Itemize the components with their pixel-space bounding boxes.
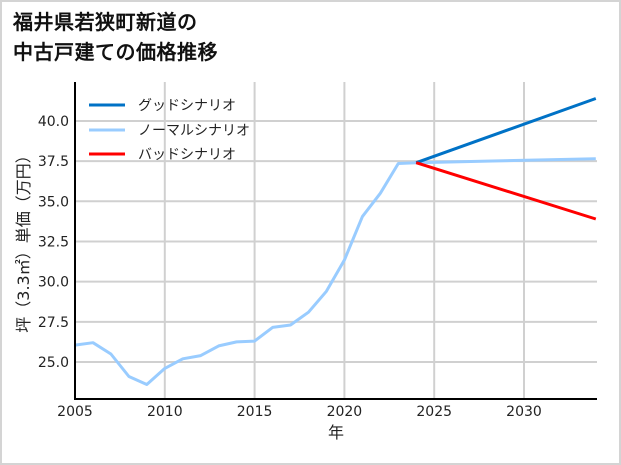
data-series [74, 97, 597, 386]
legend-item: ノーマルシナリオ [89, 123, 250, 139]
y-tick-label: 30.0 [38, 275, 69, 291]
grid-lines [75, 82, 597, 399]
chart-title: 福井県若狭町新道の 中古戸建ての価格推移 [13, 7, 218, 67]
series-line-0 [415, 97, 597, 165]
legend-item: グッドシナリオ [89, 98, 236, 114]
axes [74, 82, 597, 400]
y-tick-label: 40.0 [38, 114, 69, 130]
x-tick-label: 2030 [506, 404, 542, 420]
legend-item: バッドシナリオ [89, 147, 236, 163]
y-axis-label: 坪（3.3㎡）単価（万円） [14, 147, 33, 332]
x-tick-label: 2005 [57, 404, 93, 420]
x-axis-ticks: 2005 2010 2015 2020 2025 2030 [57, 404, 542, 420]
series-line-2 [415, 161, 597, 221]
legend-label: バッドシナリオ [138, 147, 236, 163]
legend-label: ノーマルシナリオ [138, 123, 250, 139]
y-tick-label: 32.5 [38, 234, 69, 250]
y-tick-label: 37.5 [38, 154, 69, 170]
title-line-1: 福井県若狭町新道の [13, 10, 198, 34]
y-axis-ticks: 25.0 27.5 30.0 32.5 35.0 37.5 40.0 [38, 114, 69, 371]
y-tick-label: 35.0 [38, 194, 69, 210]
x-tick-label: 2015 [237, 404, 273, 420]
x-tick-label: 2010 [147, 404, 183, 420]
series-line-1 [74, 157, 596, 386]
title-line-2: 中古戸建ての価格推移 [13, 40, 218, 64]
legend-label: グッドシナリオ [138, 98, 236, 114]
y-tick-label: 27.5 [38, 315, 69, 331]
y-tick-label: 25.0 [38, 355, 69, 371]
x-tick-label: 2025 [416, 404, 452, 420]
x-axis-label: 年 [328, 423, 344, 442]
x-tick-label: 2020 [327, 404, 363, 420]
